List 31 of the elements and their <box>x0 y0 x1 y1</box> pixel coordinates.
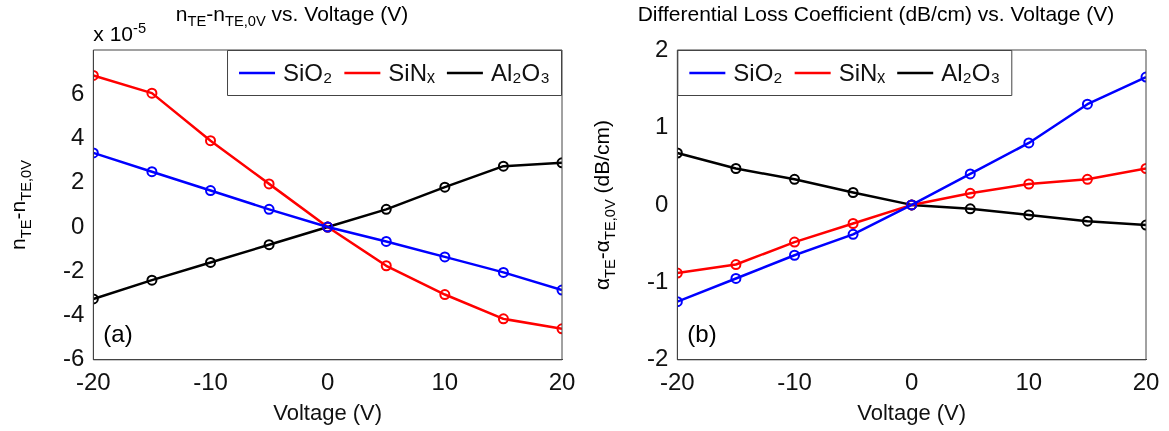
x-tick-label: 20 <box>1132 367 1160 395</box>
legend-label: SiO₂ <box>283 58 333 86</box>
x-tick-label: 0 <box>320 367 335 395</box>
annotation: (a) <box>103 319 133 348</box>
y-tick-label: -1 <box>647 266 669 294</box>
y-tick-label: 0 <box>654 189 669 217</box>
legend-label: SiNₓ <box>838 58 886 86</box>
text: x 10$^{-5}$ <box>93 20 147 46</box>
x-tick-label: 10 <box>431 367 459 395</box>
y-tick-label: -4 <box>63 300 85 328</box>
x-tick-label: -10 <box>193 367 228 395</box>
x-axis-title: Voltage (V) <box>857 399 967 425</box>
y-tick-label: -2 <box>63 255 85 283</box>
legend-label: SiNₓ <box>388 58 436 86</box>
chart-title: n$_{TE}$-n$_{TE,0V}$ vs. Voltage (V) <box>175 2 409 30</box>
legend-label: Al₂O₃ <box>941 58 1001 86</box>
legend-label: SiO₂ <box>733 58 783 86</box>
chart-title: Differential Loss Coefficient (dB/cm) vs. Voltage (V) <box>636 2 1116 26</box>
x-tick-label: 0 <box>904 367 919 395</box>
y-tick-label: 6 <box>70 78 85 106</box>
x-tick-label: -10 <box>777 367 812 395</box>
y-tick-label: 2 <box>654 34 669 62</box>
y-tick-label: 1 <box>654 112 669 140</box>
x-tick-label: 20 <box>548 367 576 395</box>
legend-label: Al₂O₃ <box>490 58 551 86</box>
y-tick-label: 0 <box>70 211 85 239</box>
x-tick-label: 10 <box>1015 367 1043 395</box>
y-tick-label: 2 <box>70 167 85 195</box>
annotation: (b) <box>687 319 717 348</box>
x-axis-title: Voltage (V) <box>273 399 383 425</box>
y-tick-label: 4 <box>70 123 85 151</box>
